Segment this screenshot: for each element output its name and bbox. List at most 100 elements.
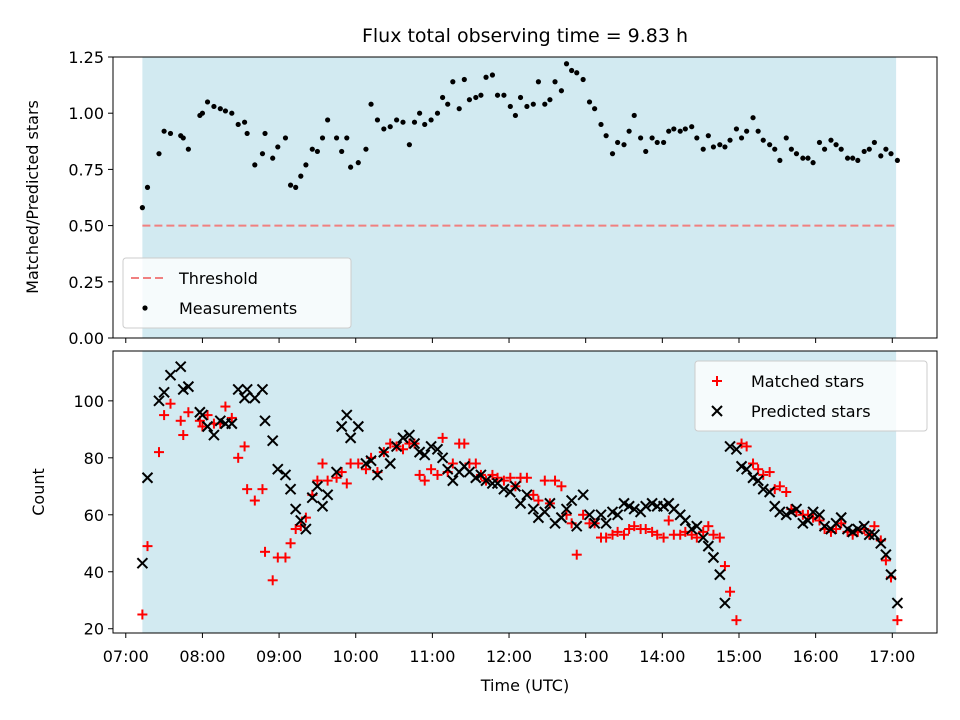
- measurement-point: [727, 137, 733, 143]
- predicted-point: [763, 486, 776, 498]
- measurement-point: [598, 121, 604, 128]
- predicted-point: [868, 529, 881, 541]
- measurement-point: [603, 133, 609, 139]
- measurement-point: [821, 146, 828, 152]
- measurement-point: [394, 117, 400, 123]
- matched-point: [836, 518, 847, 529]
- predicted-point: [196, 409, 209, 421]
- predicted-point: [679, 514, 692, 527]
- matched-point: [447, 458, 458, 469]
- matched-point: [280, 552, 291, 563]
- measurement-point: [816, 139, 823, 146]
- measurement-point: [450, 79, 456, 85]
- count-legend: Matched stars Predicted stars: [694, 360, 928, 432]
- chart-title: Flux total observing time = 9.83 h: [362, 25, 688, 47]
- measurement-point: [828, 137, 834, 143]
- matched-point: [257, 484, 268, 495]
- matched-point: [239, 441, 250, 452]
- measurement-point: [406, 142, 412, 148]
- measurement-point: [252, 162, 258, 168]
- matched-point: [336, 467, 347, 478]
- matched-point: [781, 487, 792, 497]
- matched-point: [607, 529, 618, 540]
- y-tick-label: 20: [84, 620, 104, 639]
- measurement-point: [229, 110, 235, 116]
- measurement-point: [705, 133, 711, 139]
- predicted-point: [321, 489, 334, 501]
- measurement-point: [850, 155, 856, 161]
- matched-point: [360, 464, 371, 475]
- matched-point: [528, 489, 539, 500]
- predicted-point: [266, 435, 279, 447]
- measurement-point: [535, 79, 542, 85]
- predicted-point: [514, 497, 527, 510]
- matched-point: [312, 475, 323, 486]
- matched-point: [260, 546, 271, 557]
- matched-point: [492, 472, 503, 483]
- predicted-point: [365, 454, 377, 467]
- matched-point: [331, 472, 342, 483]
- predicted-point: [390, 440, 403, 453]
- predicted-point: [408, 437, 421, 450]
- measurement-point: [586, 99, 593, 105]
- matched-point: [571, 549, 582, 560]
- measurement-point: [805, 155, 811, 161]
- predicted-point: [403, 429, 416, 441]
- measurement-point: [844, 155, 851, 161]
- measurement-point: [733, 126, 740, 132]
- measurement-point: [878, 153, 884, 159]
- measurement-point: [319, 135, 326, 141]
- measurement-point: [244, 130, 250, 137]
- predicted-point: [818, 520, 831, 532]
- matched-point: [175, 415, 186, 426]
- y-tick-label: 100: [73, 392, 104, 411]
- measurement-point: [838, 146, 844, 152]
- measurement-point: [855, 157, 861, 164]
- measurement-point: [466, 97, 473, 103]
- measurement-point: [167, 130, 174, 137]
- measurement-point: [661, 139, 667, 146]
- matched-point: [708, 529, 719, 540]
- measurement-point: [363, 146, 369, 152]
- matched-point: [691, 532, 702, 543]
- measurement-point: [783, 135, 789, 141]
- matched-point: [521, 472, 532, 483]
- matched-point: [741, 441, 752, 452]
- predicted-point: [724, 440, 736, 453]
- measurement-point: [333, 135, 340, 141]
- matched-point: [137, 609, 148, 620]
- x-tick-label: 13:00: [563, 647, 609, 666]
- predicted-point: [527, 503, 540, 515]
- measurement-point: [772, 146, 778, 152]
- matched-point: [414, 469, 425, 480]
- matched-point: [487, 469, 498, 480]
- predicted-point: [521, 489, 533, 501]
- predicted-point: [774, 506, 786, 518]
- measurement-point: [755, 128, 761, 134]
- predicted-point: [583, 509, 596, 521]
- measurement-point: [161, 128, 167, 134]
- matched-point: [764, 467, 775, 478]
- predicted-point: [852, 523, 864, 535]
- matched-point: [748, 458, 759, 469]
- measurement-point: [777, 157, 783, 164]
- measurement-point: [501, 92, 507, 98]
- measurement-point: [422, 121, 428, 128]
- predicted-point: [880, 548, 892, 561]
- plot-frame: [112, 56, 938, 339]
- predicted-point: [316, 500, 329, 512]
- matched-point: [533, 495, 544, 506]
- predicted-point: [498, 483, 510, 495]
- predicted-point: [813, 509, 826, 521]
- measurement-point: [738, 135, 745, 141]
- predicted-point: [697, 531, 709, 544]
- matched-point: [731, 615, 742, 626]
- matched-point: [556, 481, 567, 492]
- legend-label: Predicted stars: [751, 402, 871, 421]
- predicted-point: [600, 517, 612, 530]
- predicted-point: [284, 483, 297, 495]
- predicted-point: [885, 568, 897, 581]
- measurement-point: [262, 130, 268, 137]
- measurement-point: [434, 110, 441, 116]
- measurement-point: [810, 160, 816, 166]
